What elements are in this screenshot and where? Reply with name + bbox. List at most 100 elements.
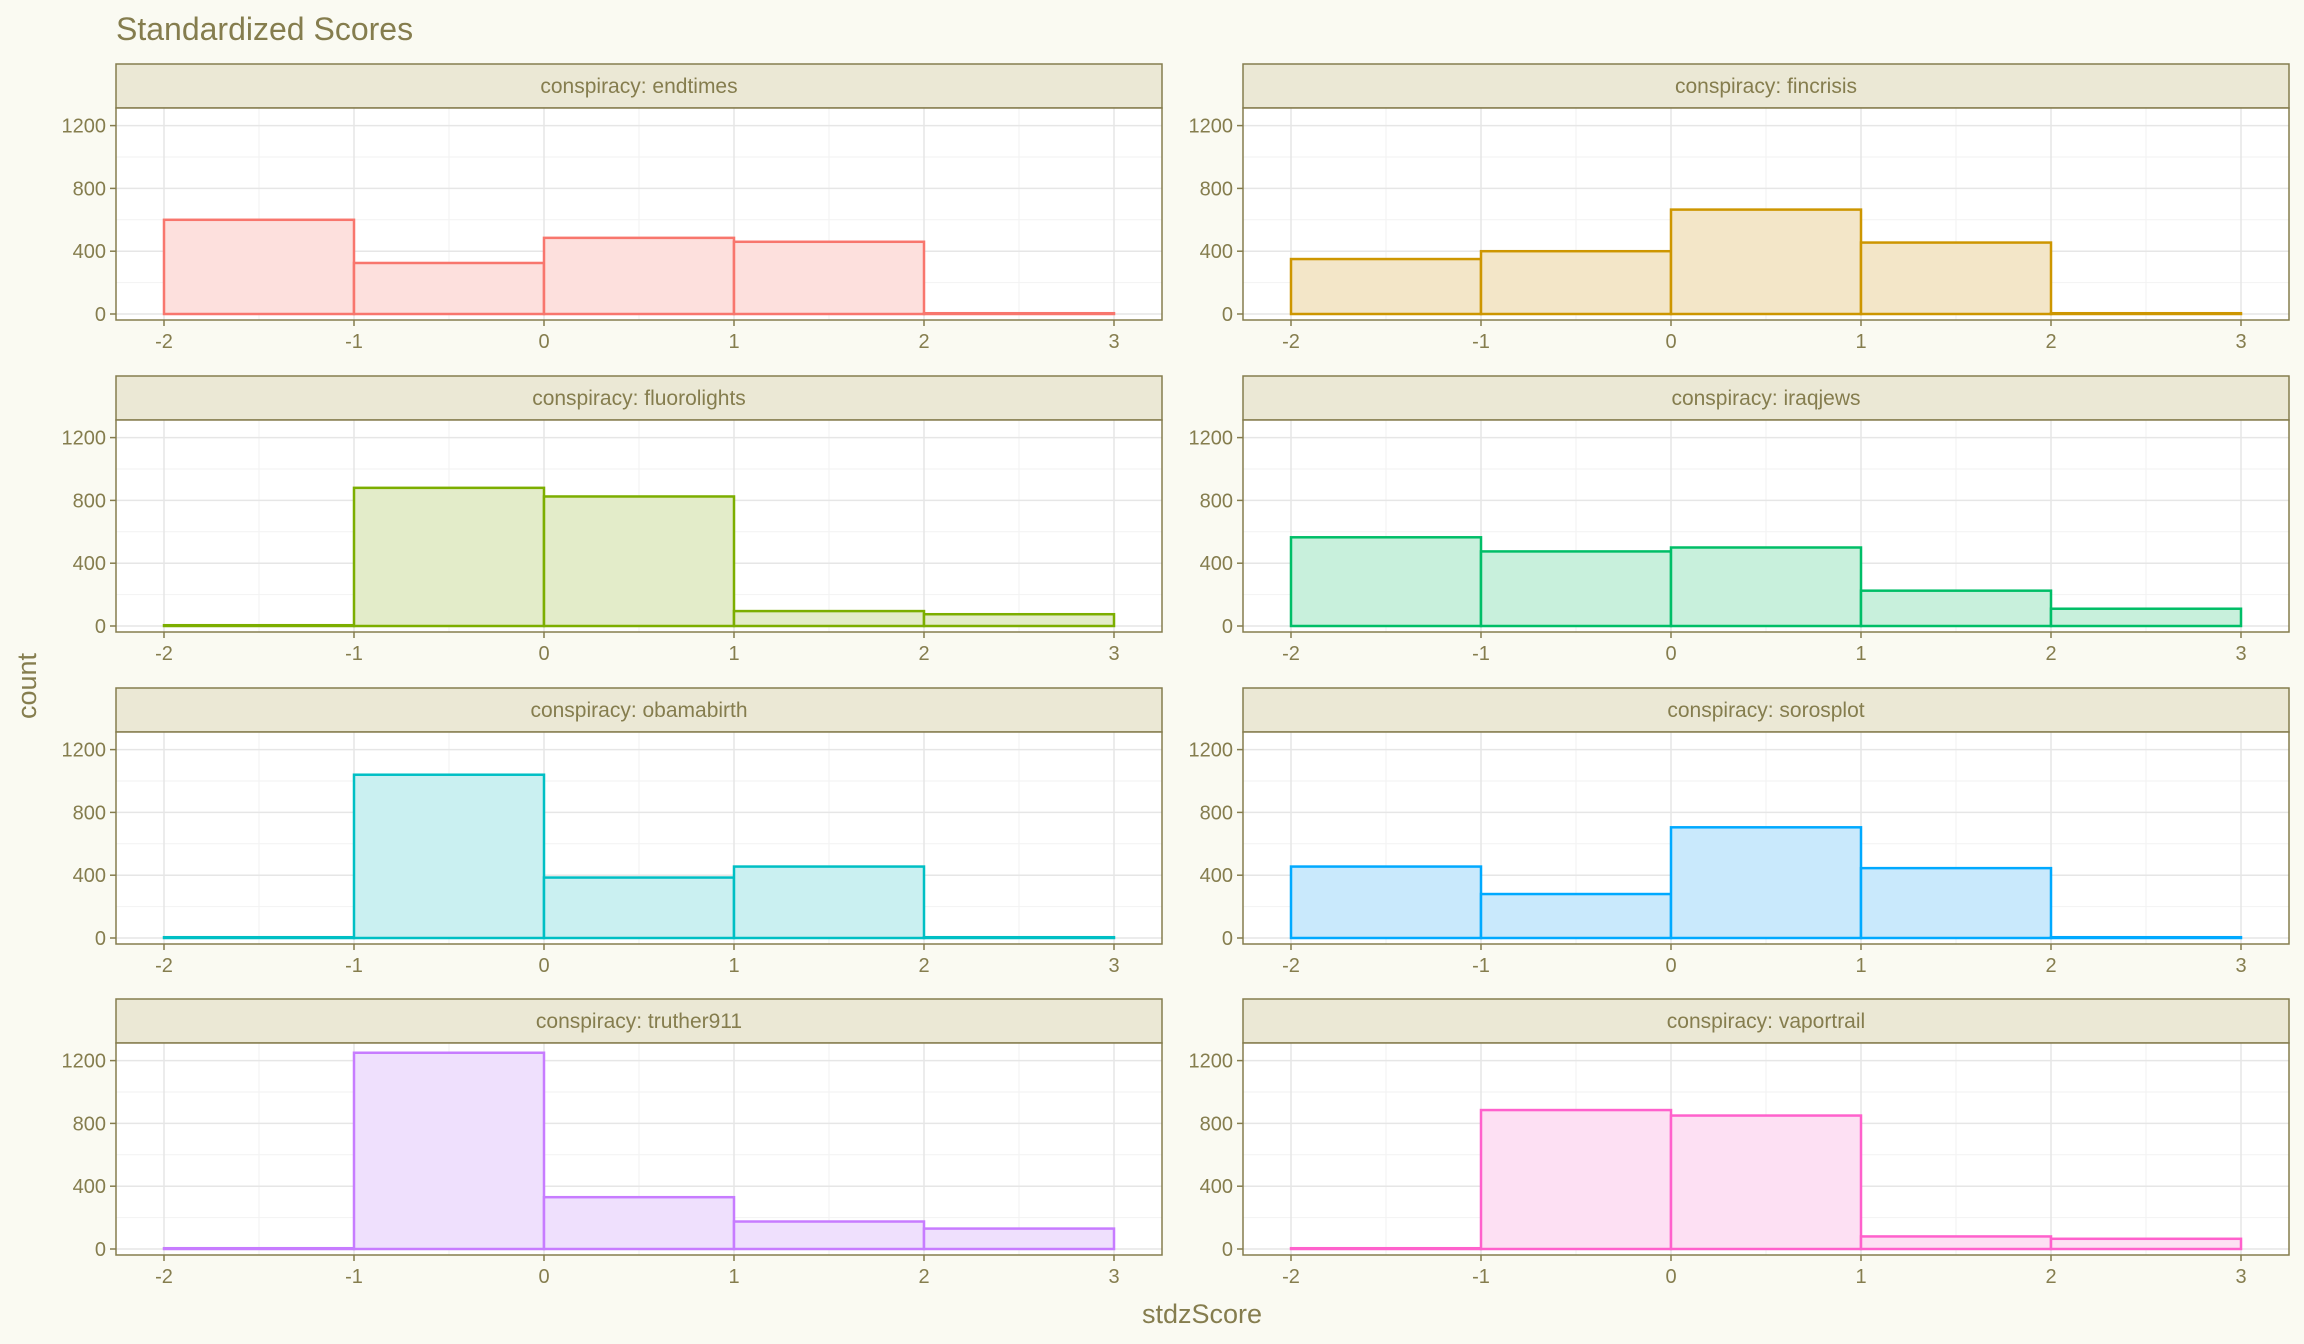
histogram-bar xyxy=(352,1051,546,1251)
histogram-bar xyxy=(732,1220,926,1251)
x-tick-label: 1 xyxy=(728,1266,739,1288)
histogram-bar xyxy=(2049,1237,2243,1251)
y-tick-label: 1200 xyxy=(1189,116,1234,138)
y-axis-title: count xyxy=(12,652,42,719)
histogram-bar xyxy=(1289,536,1483,628)
panel-border xyxy=(1242,731,2290,945)
x-tick-label: 1 xyxy=(728,643,739,665)
y-tick-label: 1200 xyxy=(1189,740,1234,762)
y-tick-label: 800 xyxy=(1200,490,1233,512)
facet-panel: conspiracy: endtimes 0 400 800 1200 -2 -1 0 1 2 3 xyxy=(62,63,1163,353)
x-tick-label: 2 xyxy=(918,1266,929,1288)
panel-border xyxy=(1242,419,2290,633)
histogram-bar xyxy=(2049,311,2243,316)
x-tick-label: 3 xyxy=(1108,331,1119,353)
x-tick-label: 3 xyxy=(1108,1266,1119,1288)
y-tick-label: 1200 xyxy=(1189,428,1234,450)
histogram-bar xyxy=(542,876,736,940)
histogram-bar xyxy=(922,311,1116,316)
y-tick-label: 800 xyxy=(1200,178,1233,200)
y-tick-label: 1200 xyxy=(1189,1051,1234,1073)
x-tick-label: 2 xyxy=(2045,955,2056,977)
histogram-bar xyxy=(162,623,356,628)
histogram-bar xyxy=(732,609,926,628)
x-tick-label: -2 xyxy=(155,955,173,977)
x-tick-label: 1 xyxy=(1855,643,1866,665)
x-tick-label: -2 xyxy=(155,1266,173,1288)
x-tick-label: -1 xyxy=(345,955,363,977)
x-tick-label: 1 xyxy=(1855,331,1866,353)
y-tick-label: 0 xyxy=(1222,304,1233,326)
histogram-bar xyxy=(542,495,736,628)
y-tick-label: 1200 xyxy=(62,116,107,138)
facet-strip xyxy=(115,63,1163,109)
y-tick-label: 400 xyxy=(73,553,106,575)
facet-panel: conspiracy: truther911 0 400 800 1200 -2 -1 0 1 2… xyxy=(62,998,1163,1288)
panel-border xyxy=(115,731,1163,945)
x-tick-label: 2 xyxy=(918,331,929,353)
facet-strip xyxy=(1242,687,2290,733)
x-tick-label: -2 xyxy=(1282,643,1300,665)
facet-panel: conspiracy: fluorolights 0 400 800 1200 -2 -1 0… xyxy=(62,375,1163,665)
histogram-bar xyxy=(352,261,546,316)
histogram-bar xyxy=(732,865,926,940)
histogram-bar xyxy=(162,935,356,940)
x-tick-label: 0 xyxy=(538,643,549,665)
x-tick-label: 1 xyxy=(728,331,739,353)
histogram-bar xyxy=(162,218,356,316)
x-tick-label: 3 xyxy=(1108,643,1119,665)
histogram-bar xyxy=(542,236,736,316)
histogram-bar xyxy=(1859,589,2053,628)
y-tick-label: 800 xyxy=(1200,802,1233,824)
histogram-bar xyxy=(1479,249,1673,316)
facet-strip-label: conspiracy: sorosplot xyxy=(1667,699,1864,722)
x-tick-label: 0 xyxy=(1665,331,1676,353)
x-tick-label: -2 xyxy=(155,331,173,353)
y-tick-label: 400 xyxy=(1200,1176,1233,1198)
y-tick-label: 1200 xyxy=(62,1051,107,1073)
x-tick-label: 3 xyxy=(2235,331,2246,353)
y-tick-label: 400 xyxy=(1200,865,1233,887)
histogram-bar xyxy=(1669,546,1863,628)
facet-strip xyxy=(115,998,1163,1044)
y-tick-label: 400 xyxy=(73,865,106,887)
x-tick-label: 0 xyxy=(538,331,549,353)
histogram-bar xyxy=(1479,892,1673,940)
x-tick-label: 0 xyxy=(538,955,549,977)
x-tick-label: -1 xyxy=(345,331,363,353)
x-tick-label: -1 xyxy=(1472,955,1490,977)
y-tick-label: 800 xyxy=(1200,1113,1233,1135)
y-tick-label: 1200 xyxy=(62,740,107,762)
x-tick-label: 2 xyxy=(2045,331,2056,353)
x-tick-label: -2 xyxy=(1282,1266,1300,1288)
x-tick-label: 2 xyxy=(2045,1266,2056,1288)
histogram-bar xyxy=(1859,241,2053,316)
x-tick-label: -2 xyxy=(155,643,173,665)
x-tick-label: 1 xyxy=(1855,955,1866,977)
facet-strip-label: conspiracy: vaportrail xyxy=(1667,1010,1865,1033)
x-tick-label: 0 xyxy=(1665,643,1676,665)
facet-panel: conspiracy: iraqjews 0 400 800 1200 -2 -1 0 1 2 3 xyxy=(1189,375,2290,665)
x-tick-label: -2 xyxy=(1282,955,1300,977)
histogram-bar xyxy=(1479,550,1673,628)
histogram-bar xyxy=(352,773,546,940)
x-tick-label: 3 xyxy=(2235,955,2246,977)
histogram-bar xyxy=(1289,1246,1483,1251)
facet-strip-label: conspiracy: truther911 xyxy=(536,1010,742,1033)
y-tick-label: 0 xyxy=(95,304,106,326)
facet-strip xyxy=(115,687,1163,733)
panel-border xyxy=(115,1042,1163,1256)
histogram-bar xyxy=(2049,935,2243,940)
histogram-bar xyxy=(2049,607,2243,628)
x-tick-label: -1 xyxy=(345,1266,363,1288)
x-axis-title: stdzScore xyxy=(1142,1299,1262,1329)
histogram-bar xyxy=(1479,1108,1673,1251)
y-tick-label: 0 xyxy=(1222,616,1233,638)
histogram-bar xyxy=(1669,826,1863,940)
histogram-bar xyxy=(922,935,1116,940)
x-tick-label: 2 xyxy=(918,643,929,665)
x-tick-label: 0 xyxy=(1665,1266,1676,1288)
x-tick-label: 2 xyxy=(2045,643,2056,665)
